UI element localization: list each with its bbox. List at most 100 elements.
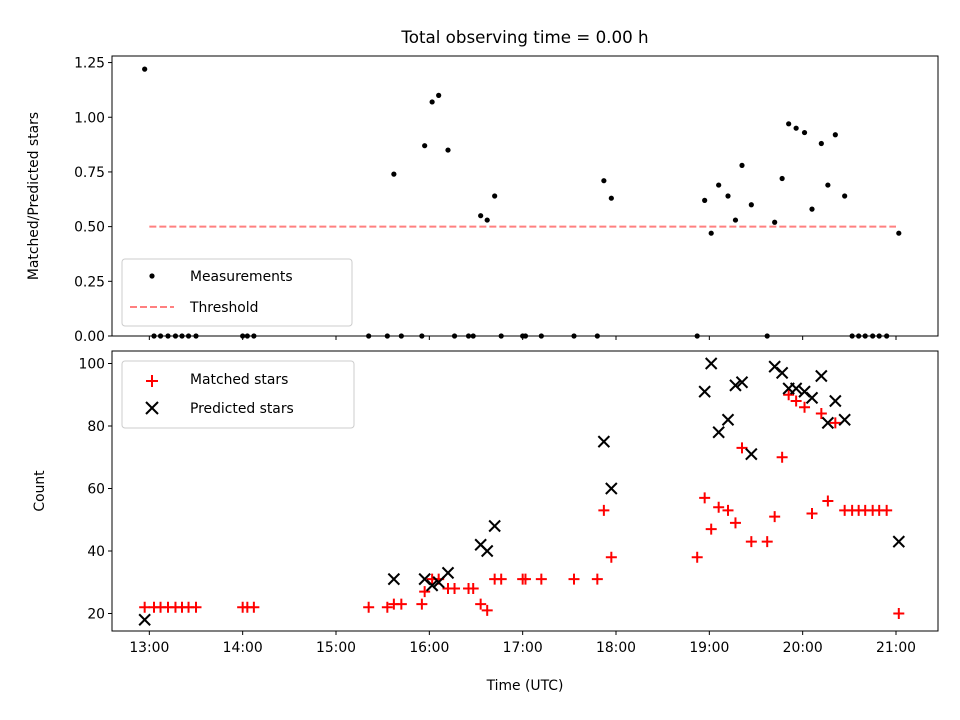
predicted-star-point (597, 435, 611, 448)
matched-star-point (713, 501, 725, 513)
measurement-point (832, 132, 838, 138)
ratio-y-tick-label: 0.50 (74, 220, 105, 236)
legend-matched-label: Matched stars (190, 372, 288, 388)
count-x-tick-label: 20:00 (783, 640, 823, 656)
measurement-point (842, 193, 848, 199)
matched-star-point (806, 508, 818, 519)
matched-star-point (815, 408, 827, 419)
matched-star-point (519, 573, 531, 585)
measurement-point (772, 219, 778, 225)
count-x-tick-label: 18:00 (596, 640, 636, 656)
measurement-point (793, 125, 799, 131)
ratio-y-tick-label: 1.00 (74, 110, 105, 126)
measurement-point (436, 92, 442, 98)
matched-star-point (605, 551, 617, 563)
matched-star-point (481, 604, 493, 616)
predicted-star-point (805, 391, 819, 405)
predicted-star-point (698, 385, 711, 398)
predicted-star-point (892, 535, 906, 548)
matched-star-point (190, 601, 202, 613)
measurement-point (484, 217, 490, 223)
ratio-y-tick-label: 1.25 (74, 56, 105, 72)
legend-predicted-label: Predicted stars (190, 401, 294, 417)
count-y-tick-label: 40 (87, 544, 105, 560)
matched-star-point (416, 598, 428, 610)
matched-star-point (699, 492, 711, 504)
matched-star-point (395, 598, 407, 610)
count-x-axis-label: Time (UTC) (486, 678, 564, 694)
count-y-tick-label: 20 (87, 607, 105, 623)
measurement-point (445, 147, 451, 153)
legend-measurements-label: Measurements (190, 269, 293, 285)
predicted-star-point (745, 447, 758, 461)
matched-star-point (598, 504, 610, 516)
matched-star-point (729, 517, 741, 529)
predicted-star-point (488, 519, 501, 533)
matched-star-point (761, 536, 773, 548)
count-x-tick-label: 19:00 (689, 640, 729, 656)
legend-threshold-label: Threshold (189, 300, 258, 316)
ratio-legend-box (121, 258, 353, 327)
measurement-point (142, 66, 148, 72)
matched-star-point (381, 601, 393, 613)
ratio-y-tick-label: 0.75 (74, 165, 105, 181)
chart-title: Total observing time = 0.00 h (400, 27, 648, 47)
measurement-point (748, 202, 754, 208)
predicted-star-point (829, 394, 842, 408)
count-y-axis-label: Count (32, 470, 48, 512)
measurement-point (739, 162, 745, 168)
measurement-point (801, 129, 808, 136)
matched-star-point (705, 523, 717, 535)
measurement-point (492, 193, 498, 199)
matched-star-point (691, 551, 703, 563)
count-x-tick-label: 14:00 (223, 640, 263, 656)
predicted-star-point (721, 413, 735, 426)
matched-star-point (139, 601, 151, 613)
measurement-point (478, 213, 484, 219)
legend-matched-marker (146, 375, 158, 387)
matched-star-points (139, 389, 905, 619)
measurement-point (422, 143, 428, 149)
matched-star-point (419, 586, 431, 598)
count-y-tick-label: 100 (78, 357, 105, 373)
predicted-star-point (821, 416, 835, 430)
matched-star-point (799, 401, 811, 413)
count-x-tick-label: 15:00 (316, 640, 356, 656)
matched-star-point (363, 601, 375, 613)
matched-star-point (829, 417, 841, 429)
count-legend: Matched stars Predicted stars (121, 360, 355, 429)
measurement-point (779, 175, 785, 182)
matched-star-point (736, 442, 748, 454)
count-legend-box (121, 360, 355, 429)
ratio-y-axis-label: Matched/Predicted stars (26, 112, 42, 280)
count-x-ticks: 13:00 14:00 15:00 16:00 17:00 18:00 19:00 20:00… (129, 631, 916, 656)
measurement-point (608, 195, 614, 201)
matched-star-point (591, 573, 603, 585)
predicted-star-point (735, 376, 749, 389)
count-x-tick-label: 13:00 (129, 640, 169, 656)
measurement-point (391, 171, 397, 177)
measurement-point (786, 121, 792, 127)
matched-star-point (783, 389, 795, 401)
measurement-point (809, 206, 815, 212)
matched-star-point (790, 395, 802, 407)
ratio-y-tick-label: 0.25 (74, 274, 105, 290)
matched-star-point (881, 504, 893, 516)
matched-star-point (475, 598, 487, 610)
measurement-point (716, 182, 722, 188)
measurement-point (725, 193, 731, 199)
measurement-point (732, 217, 739, 223)
predicted-star-point (138, 613, 151, 626)
predicted-star-points (138, 357, 906, 626)
count-x-tick-label: 16:00 (409, 640, 449, 656)
matched-star-point (893, 608, 905, 619)
matched-star-point (769, 511, 781, 523)
measurement-point (825, 182, 831, 188)
predicted-star-point (387, 572, 401, 586)
measurement-point (818, 140, 824, 147)
count-panel: 20 40 60 80 100 13:00 14:00 15:00 16:00 17:00 18:… (32, 350, 939, 694)
ratio-y-tick-label: 0.00 (74, 329, 105, 345)
count-y-ticks: 20 40 60 80 100 (78, 357, 112, 623)
count-x-tick-label: 21:00 (876, 640, 916, 656)
predicted-star-point (480, 544, 494, 558)
